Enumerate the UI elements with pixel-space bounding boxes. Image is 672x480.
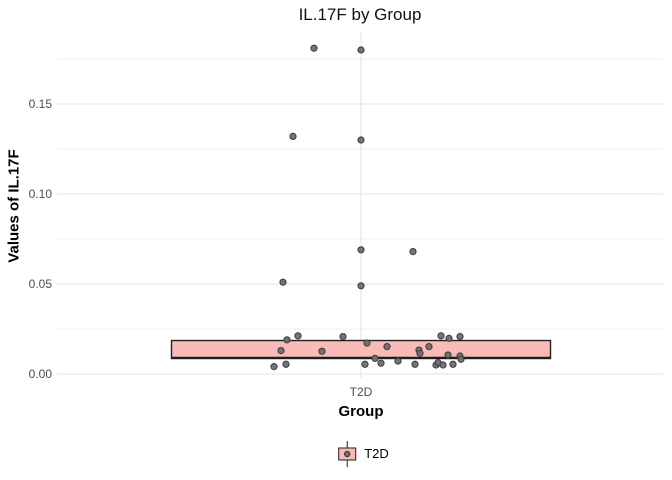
jitter-point [416,349,424,357]
jitter-point [318,347,326,355]
jitter-point [357,246,365,254]
jitter-point [409,248,417,256]
jitter-point [357,136,365,144]
jitter-point [456,332,464,341]
jitter-point [294,332,302,340]
jitter-point [394,357,402,365]
jitter-point [437,332,445,340]
y-tick-label: 0.10 [28,187,52,201]
y-axis-title: Values of IL.17F [5,149,23,263]
legend-label: T2D [364,446,389,461]
jitter-point [357,46,365,54]
jitter-point [449,360,457,368]
jitter-point [383,343,391,351]
chart-title: IL.17F by Group [298,5,422,24]
jitter-point [363,339,371,347]
jitter-point [339,332,347,341]
legend-key-boxplot-glyph [338,441,357,467]
jitter-point [371,354,379,362]
jitter-point [277,347,285,355]
legend: T2D [337,441,389,467]
jitter-point [425,343,433,351]
jitter-point [361,360,369,368]
jitter-point [282,360,290,368]
boxplot-box [170,339,552,360]
x-tick-label: T2D [349,385,373,399]
jitter-point [357,282,365,290]
jitter-point [445,334,453,342]
y-tick-label: 0.05 [28,277,52,291]
jitter-point [310,44,318,52]
plot-panel [57,32,663,378]
jitter-point [289,132,297,141]
jitter-point [439,361,447,369]
jitter-point [444,351,452,359]
jitter-point [283,336,291,344]
jitter-point [270,363,278,371]
x-axis-title: Group [338,403,384,420]
legend-key-point [344,450,351,458]
y-tick-label: 0.15 [28,97,52,111]
jitter-point [279,278,287,286]
jitter-point [457,355,465,363]
y-tick-label: 0.00 [28,367,52,381]
jitter-point [377,359,385,367]
jitter-point [411,360,419,368]
